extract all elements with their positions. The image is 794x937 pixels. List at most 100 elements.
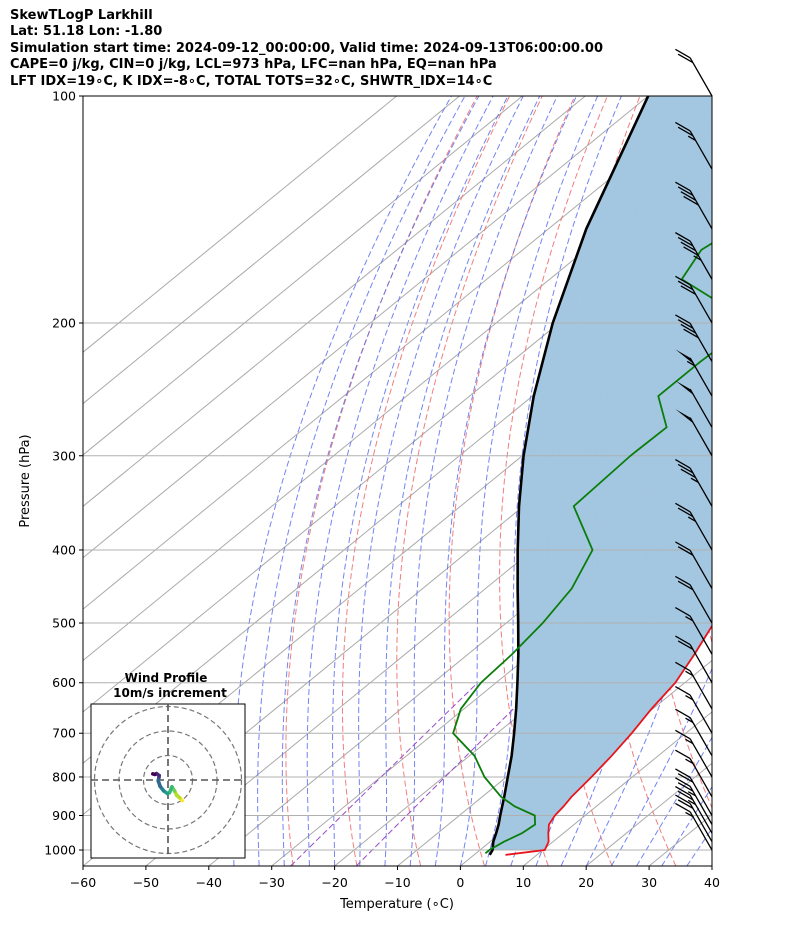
barb-flag — [675, 607, 691, 617]
isotherm-line — [83, 96, 712, 610]
dry-adiabat-line — [547, 96, 641, 866]
y-tick-label: 600 — [52, 675, 76, 690]
barb-flag — [675, 635, 691, 646]
wind-barb — [675, 275, 713, 324]
moist-adiabat-line — [232, 96, 452, 866]
barb-half-flag — [685, 717, 694, 723]
hodograph-inset: Wind Profile 10m/s increment — [90, 671, 246, 859]
barb-flag — [677, 773, 694, 783]
barb-half-flag — [685, 758, 694, 764]
barb-flag — [677, 319, 694, 329]
dry-adiabat-line — [728, 96, 794, 866]
barb-flag — [680, 323, 696, 334]
hodograph-subtitle: 10m/s increment — [113, 686, 227, 700]
barb-staff — [689, 694, 713, 734]
y-tick-label: 900 — [52, 808, 76, 823]
chart-header: SkewTLogP Larkhill Lat: 51.18 Lon: -1.80… — [10, 8, 603, 90]
barb-flag — [677, 463, 694, 474]
barb-half-flag — [685, 670, 694, 677]
y-tick-label: 100 — [52, 89, 76, 104]
simulation-time: Simulation start time: 2024-09-12_00:00:… — [10, 40, 603, 56]
barb-flag — [677, 782, 694, 792]
barb-half-flag — [687, 135, 696, 141]
barb-flag — [677, 507, 694, 518]
barb-flag — [675, 575, 691, 586]
x-tick-label: −50 — [133, 875, 159, 890]
barb-staff — [689, 388, 713, 428]
moist-adiabat-line — [459, 96, 599, 866]
wind-barb — [675, 48, 713, 97]
barb-half-flag — [687, 516, 696, 522]
barb-flag — [675, 502, 691, 513]
wind-barb — [675, 768, 713, 816]
barb-staff — [689, 357, 713, 397]
x-tick-label: −30 — [259, 875, 285, 890]
wind-barb — [675, 686, 713, 734]
barb-staff — [689, 284, 713, 324]
isotherm-line — [83, 96, 460, 405]
barb-staff — [689, 130, 713, 170]
barb-flag — [675, 661, 691, 672]
x-tick-label: −60 — [70, 875, 96, 890]
wind-barb — [675, 749, 713, 798]
stability-indices-1: CAPE=0 j/kg, CIN=0 j/kg, LCL=973 hPa, LF… — [10, 57, 497, 73]
barb-staff — [689, 758, 713, 798]
wind-barb — [675, 777, 713, 825]
parcel-profile-line — [488, 96, 650, 856]
barb-flag — [677, 640, 694, 650]
wind-barb — [675, 729, 713, 778]
wind-barb — [675, 708, 713, 757]
barb-flag — [683, 195, 699, 206]
barb-pennant — [675, 349, 694, 364]
wind-barb — [675, 181, 713, 230]
x-tick-label: 30 — [641, 875, 657, 890]
x-tick-label: 40 — [704, 875, 720, 890]
moist-adiabat-line — [332, 96, 509, 866]
barb-flag — [675, 708, 691, 719]
moist-adiabat-line — [711, 865, 712, 866]
barb-half-flag — [690, 477, 699, 483]
barb-staff — [689, 190, 713, 230]
hodograph-title: Wind Profile — [125, 671, 208, 685]
wind-barbs — [675, 48, 713, 851]
barb-flag — [677, 790, 694, 801]
stability-indices-2: LFT IDX=19∘C, K IDX=-8∘C, TOTAL TOTS=32∘… — [10, 73, 493, 89]
y-tick-label: 400 — [52, 542, 76, 557]
barb-staff — [689, 57, 713, 97]
barb-staff — [689, 467, 713, 507]
dry-adiabat-line — [769, 96, 794, 866]
dewpoint-line — [452, 242, 712, 854]
barb-staff — [689, 615, 713, 655]
barb-staff — [689, 811, 713, 851]
y-tick-label: 700 — [52, 726, 76, 741]
barb-flag — [677, 186, 694, 196]
barb-staff — [689, 777, 713, 816]
wind-barb — [675, 459, 713, 507]
barb-staff — [689, 794, 713, 834]
moist-adiabat-line — [409, 96, 558, 866]
y-tick-label: 800 — [52, 769, 76, 784]
barb-flag — [675, 121, 691, 132]
barb-flag — [675, 181, 691, 192]
barb-staff — [689, 644, 713, 684]
x-tick-label: −20 — [321, 875, 347, 890]
x-tick-label: 20 — [578, 875, 594, 890]
barb-flag — [683, 246, 699, 256]
wind-barb — [675, 541, 713, 589]
isotherm-line — [83, 96, 649, 559]
barb-staff — [689, 670, 713, 710]
wind-barb — [675, 661, 713, 710]
barb-half-flag — [693, 255, 702, 261]
wind-barb — [675, 502, 713, 551]
barb-flag — [675, 459, 691, 469]
barb-flag — [680, 468, 696, 479]
barb-flag — [680, 241, 696, 252]
moist-adiabat-line — [434, 96, 577, 866]
barb-flag — [675, 768, 691, 778]
y-tick-label: 300 — [52, 448, 76, 463]
wind-barb — [675, 409, 713, 457]
barb-staff — [689, 785, 713, 825]
station-location: Lat: 51.18 Lon: -1.80 — [10, 24, 163, 40]
wind-barb — [675, 607, 713, 655]
moist-adiabat-line — [358, 96, 524, 866]
